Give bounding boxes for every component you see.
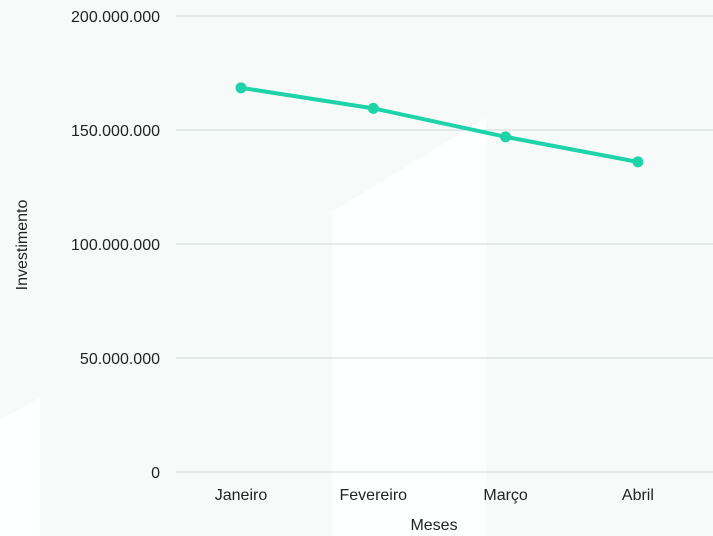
- data-point: [500, 131, 512, 143]
- background-shape: [0, 398, 40, 536]
- gridlines: [176, 15, 713, 473]
- y-tick-label: 50.000.000: [80, 351, 160, 368]
- x-tick-label: Abril: [622, 487, 654, 504]
- background-shape: [332, 118, 486, 536]
- x-tick-label: Março: [483, 487, 528, 504]
- y-tick-label: 0: [151, 465, 160, 482]
- y-tick-label: 150.000.000: [71, 123, 160, 140]
- x-tick-label: Fevereiro: [340, 487, 408, 504]
- x-tick-label: Janeiro: [215, 487, 268, 504]
- series-layer: [235, 82, 644, 168]
- y-tick-label: 100.000.000: [71, 237, 160, 254]
- x-axis-title: Meses: [410, 517, 457, 534]
- data-point: [367, 102, 379, 114]
- data-point: [632, 156, 644, 168]
- data-point: [235, 82, 247, 94]
- series-line: [239, 85, 640, 164]
- y-tick-label: 200.000.000: [71, 9, 160, 26]
- y-axis-title: Investimento: [14, 200, 31, 291]
- x-axis-tick-labels: Janeiro Fevereiro Março Abril: [215, 487, 654, 504]
- y-axis-tick-labels: 0 50.000.000 100.000.000 150.000.000 200.000…: [71, 9, 160, 482]
